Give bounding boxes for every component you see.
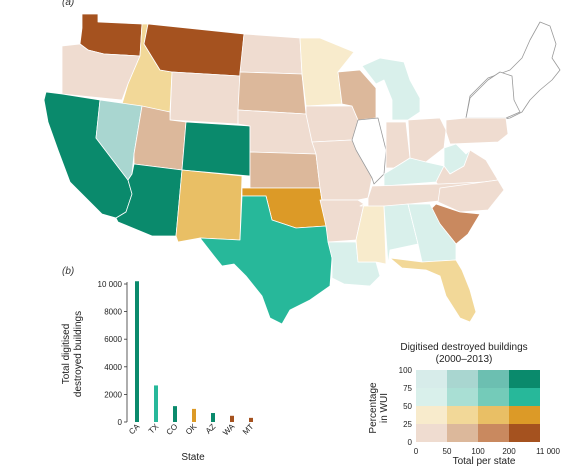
legend-x-label: Total per state	[453, 456, 516, 466]
bar-y-tick-label: 0	[118, 418, 123, 427]
legend-x-tick-label: 200	[502, 447, 516, 456]
legend-y-tick-label: 50	[403, 402, 412, 411]
bar-x-tick-label: WA	[221, 422, 237, 438]
legend-title-line2: (2000–2013)	[436, 354, 493, 365]
legend-cell	[416, 424, 447, 442]
bar-x-tick-label: TX	[147, 422, 161, 436]
legend-cell	[447, 370, 478, 388]
bar-AZ	[211, 413, 215, 422]
bar-x-tick-label: OK	[184, 422, 199, 437]
state-MI[interactable]	[361, 57, 421, 121]
legend: Digitised destroyed buildings (2000–2013…	[368, 342, 560, 466]
panel-b-label: (b)	[62, 266, 75, 277]
bar-y-tick-label: 4000	[104, 363, 122, 372]
bar-y-tick-label: 8000	[104, 308, 122, 317]
state-NC[interactable]	[437, 179, 505, 213]
legend-cell	[478, 388, 509, 406]
state-PA[interactable]	[445, 117, 509, 145]
state-WY[interactable]	[169, 71, 241, 125]
legend-cell	[509, 424, 540, 442]
bar-WA	[230, 415, 234, 422]
legend-cell	[478, 406, 509, 424]
bar-x-tick-label: CO	[165, 422, 180, 437]
bar-OK	[192, 408, 196, 422]
bar-y-label-line2: destroyed buildings	[73, 311, 84, 397]
bar-y-tick-label: 6000	[104, 335, 122, 344]
legend-y-tick-label: 75	[403, 384, 412, 393]
legend-cell	[478, 370, 509, 388]
legend-y-tick-label: 0	[408, 438, 413, 447]
state-GA[interactable]	[407, 203, 457, 263]
legend-y-tick-label: 25	[403, 420, 412, 429]
state-MT[interactable]	[143, 23, 245, 77]
state-KS[interactable]	[249, 151, 321, 189]
legend-title-line1: Digitised destroyed buildings	[400, 342, 527, 353]
state-WA[interactable]	[79, 13, 143, 57]
legend-cell	[509, 370, 540, 388]
legend-cell	[416, 388, 447, 406]
panel-a-label: (a)	[62, 0, 75, 8]
bar-x-tick-label: CA	[127, 422, 142, 437]
state-ND[interactable]	[239, 33, 303, 75]
state-TX[interactable]	[199, 195, 333, 325]
legend-y-label-line1: Percentage	[368, 382, 379, 434]
state-IA[interactable]	[305, 105, 359, 143]
bar-CA	[135, 281, 139, 422]
legend-cell	[509, 406, 540, 424]
state-NM[interactable]	[175, 169, 243, 243]
bar-chart: 0 2000 4000 6000 8000 10 000 CA TX CO OK AZ WA MT T…	[61, 280, 256, 463]
legend-cell	[447, 406, 478, 424]
bar-y-tick-label: 10 000	[98, 280, 123, 289]
state-FL[interactable]	[389, 257, 477, 323]
legend-y-tick-label: 100	[399, 366, 413, 375]
legend-x-tick-label: 100	[471, 447, 485, 456]
bar-CO	[173, 406, 177, 422]
state-NY[interactable]	[465, 71, 521, 119]
bar-MT	[249, 417, 253, 422]
legend-cell	[509, 388, 540, 406]
state-IL[interactable]	[351, 117, 387, 185]
state-NE[interactable]	[237, 109, 317, 155]
bar-x-tick-label: MT	[241, 422, 256, 437]
bar-y-label-line1: Total digitised	[61, 324, 72, 385]
legend-x-tick-label: 11 000	[536, 447, 560, 456]
legend-cell	[478, 424, 509, 442]
legend-y-label-line2: in WUI	[379, 393, 390, 423]
bar-TX	[154, 385, 158, 422]
state-CO[interactable]	[181, 121, 251, 177]
bar-x-tick-label: AZ	[204, 422, 218, 436]
legend-cell	[416, 370, 447, 388]
legend-cell	[447, 424, 478, 442]
state-OH[interactable]	[407, 117, 447, 163]
legend-cell	[416, 406, 447, 424]
legend-x-tick-label: 0	[414, 447, 419, 456]
state-SD[interactable]	[237, 71, 307, 115]
legend-cell	[447, 388, 478, 406]
bar-x-label: State	[181, 452, 205, 463]
state-AL[interactable]	[383, 203, 419, 265]
legend-x-tick-label: 50	[443, 447, 452, 456]
bar-y-tick-label: 2000	[104, 390, 122, 399]
